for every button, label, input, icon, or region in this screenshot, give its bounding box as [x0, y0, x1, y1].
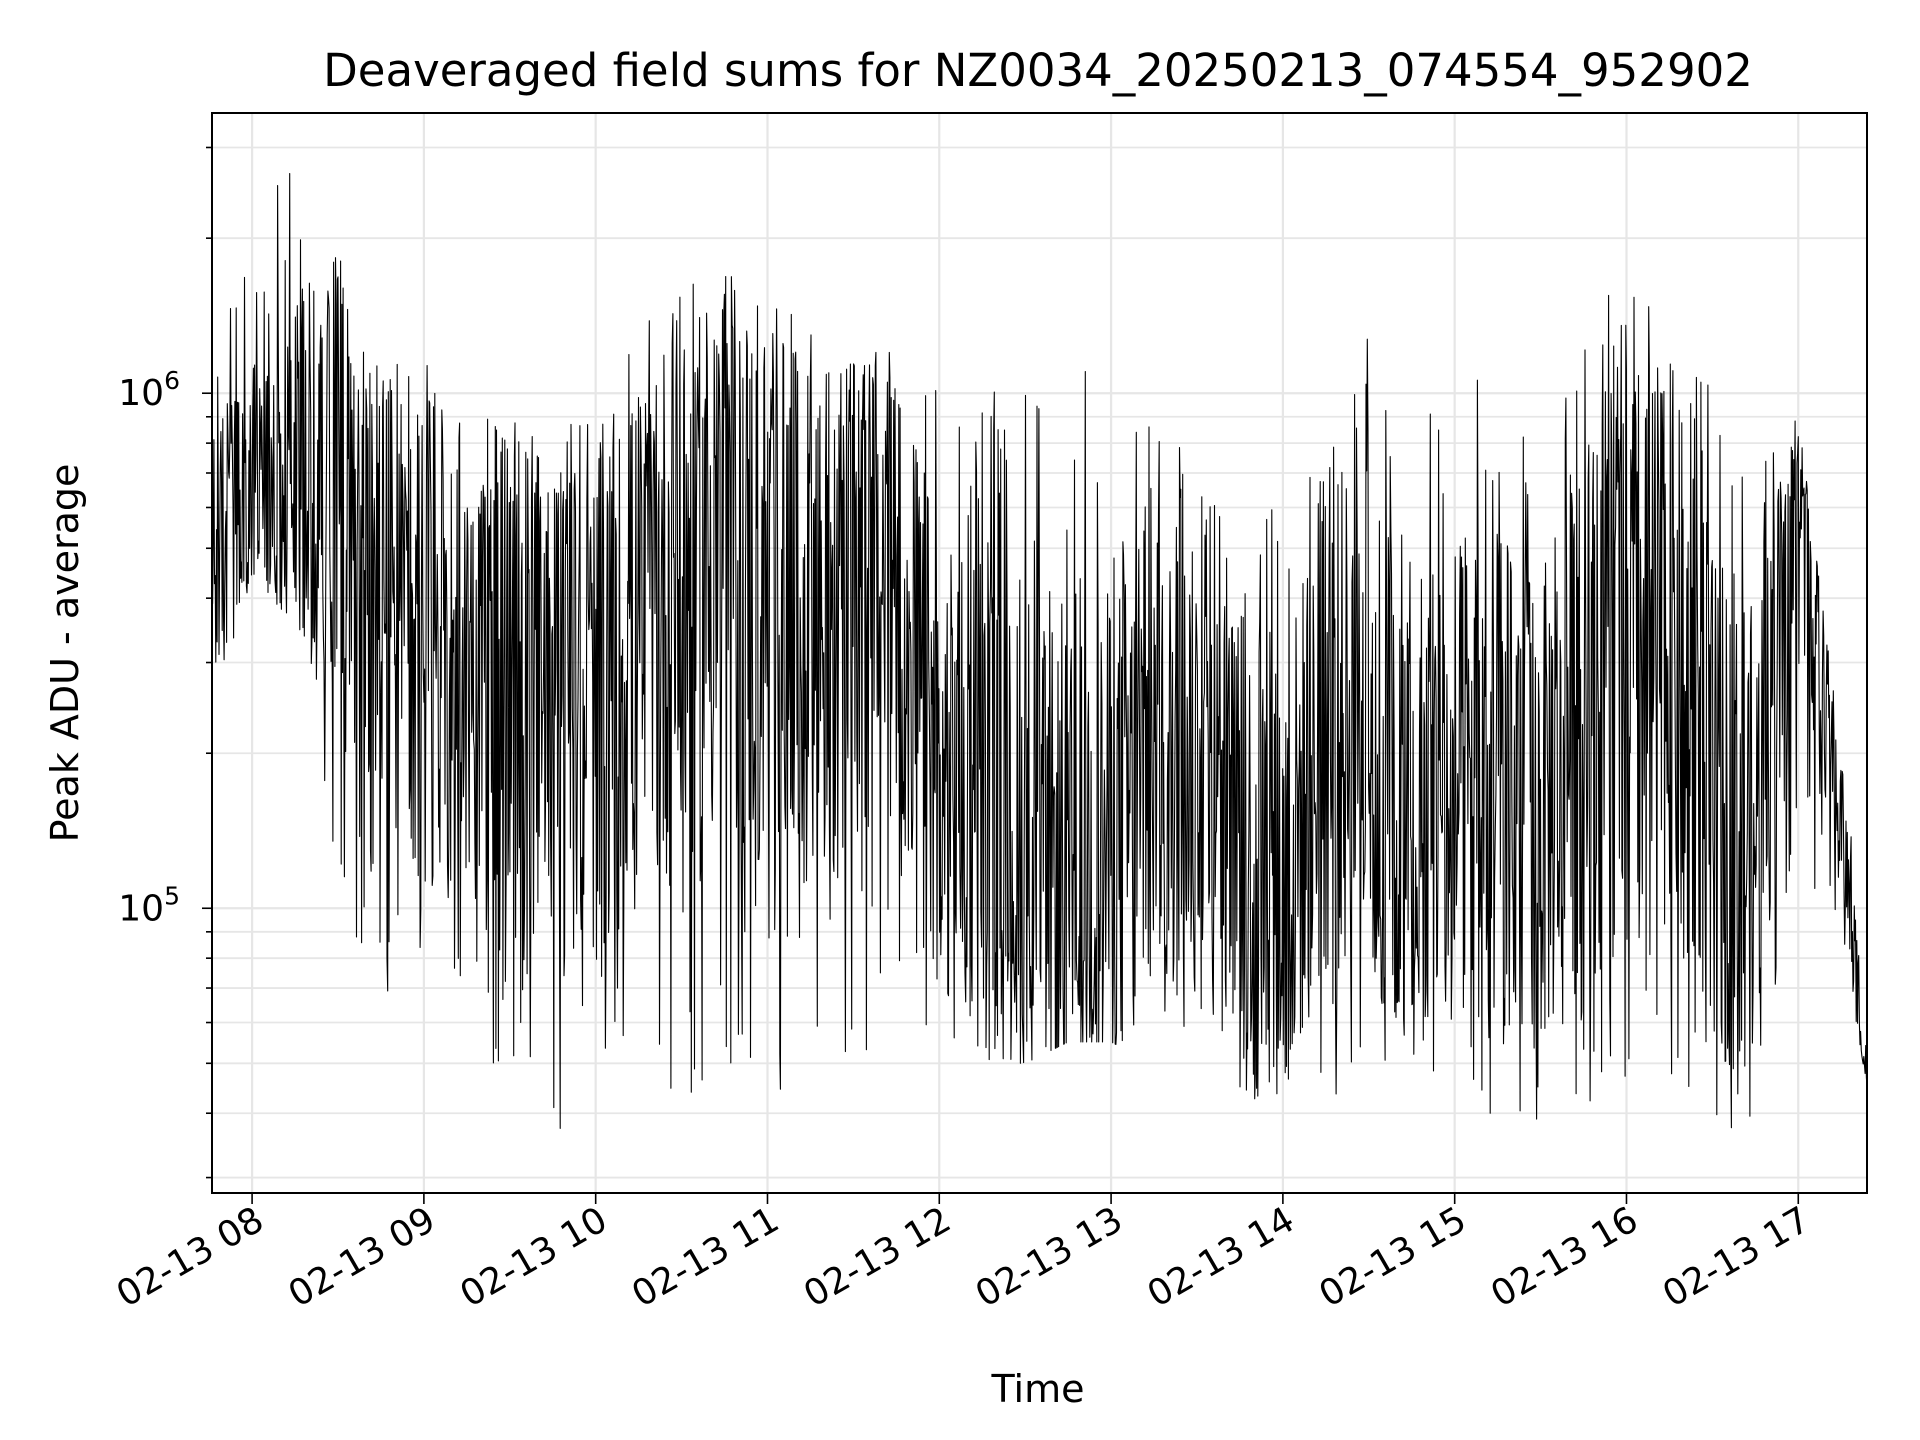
plot-frame: [211, 112, 1868, 1194]
y-tick-label: 105: [118, 881, 180, 929]
x-axis-label: Time: [991, 1367, 1085, 1411]
chart-title: Deaveraged field sums for NZ0034_2025021…: [323, 44, 1753, 97]
y-tick-label: 106: [118, 366, 180, 414]
y-axis-label: Peak ADU - average: [43, 464, 87, 843]
plot-area: [211, 172, 1868, 1129]
series-line: [211, 172, 1868, 1129]
